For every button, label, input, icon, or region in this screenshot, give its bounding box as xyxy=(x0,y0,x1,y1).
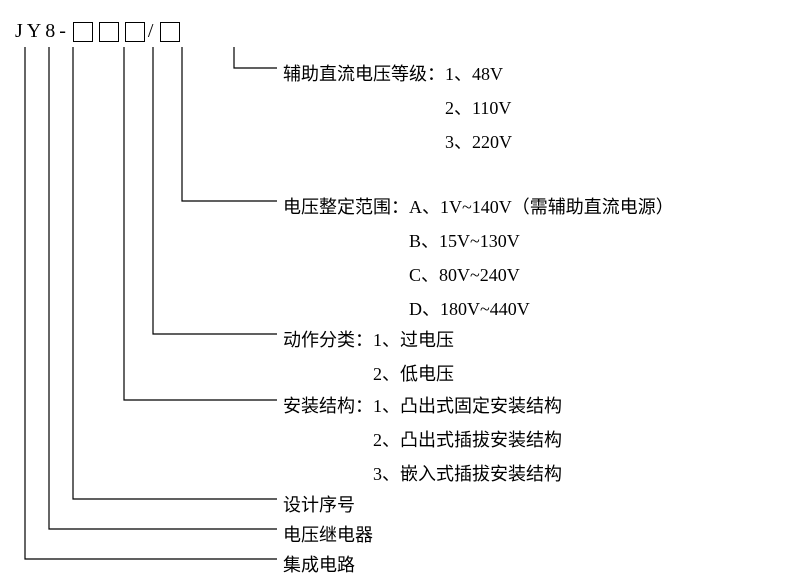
code-Y: Y xyxy=(27,20,45,43)
range-block: 电压整定范围：A、1V~140V（需辅助直流电源） B、15V~130V C、8… xyxy=(283,190,674,326)
code-J: J xyxy=(15,20,27,43)
aux-dc-block: 辅助直流电压等级：1、48V 2、110V 3、220V xyxy=(283,57,512,159)
aux-dc-o1: 1、48V xyxy=(445,64,503,84)
aux-dc-line1: 辅助直流电压等级：1、48V xyxy=(283,57,512,91)
range-o3: C、80V~240V xyxy=(283,258,674,292)
aux-dc-title: 辅助直流电压等级： xyxy=(283,64,445,84)
code-8: 8 xyxy=(45,20,59,43)
mount-o1: 1、凸出式固定安装结构 xyxy=(373,396,562,416)
mount-o3: 3、嵌入式插拔安装结构 xyxy=(283,457,562,491)
range-title: 电压整定范围： xyxy=(283,197,409,217)
action-line1: 动作分类：1、过电压 xyxy=(283,323,454,357)
code-dash: - xyxy=(59,20,70,43)
code-slash: / xyxy=(148,20,158,43)
range-o1: A、1V~140V（需辅助直流电源） xyxy=(409,197,674,217)
placeholder-box-2 xyxy=(99,22,119,42)
action-o1: 1、过电压 xyxy=(373,330,454,350)
relay-label: 电压继电器 xyxy=(283,518,373,552)
mount-block: 安装结构：1、凸出式固定安装结构 2、凸出式插拔安装结构 3、嵌入式插拔安装结构 xyxy=(283,389,562,491)
range-line1: 电压整定范围：A、1V~140V（需辅助直流电源） xyxy=(283,190,674,224)
mount-title: 安装结构： xyxy=(283,396,373,416)
ic-label: 集成电路 xyxy=(283,548,355,582)
model-code-row: J Y 8 - / xyxy=(15,20,183,43)
action-block: 动作分类：1、过电压 2、低电压 xyxy=(283,323,454,391)
aux-dc-o2: 2、110V xyxy=(283,91,512,125)
aux-dc-o3: 3、220V xyxy=(283,125,512,159)
placeholder-box-4 xyxy=(160,22,180,42)
design-label: 设计序号 xyxy=(283,488,355,522)
mount-line1: 安装结构：1、凸出式固定安装结构 xyxy=(283,389,562,423)
placeholder-box-1 xyxy=(73,22,93,42)
action-o2: 2、低电压 xyxy=(283,357,454,391)
mount-o2: 2、凸出式插拔安装结构 xyxy=(283,423,562,457)
range-o2: B、15V~130V xyxy=(283,224,674,258)
action-title: 动作分类： xyxy=(283,330,373,350)
placeholder-box-3 xyxy=(125,22,145,42)
range-o4: D、180V~440V xyxy=(283,292,674,326)
